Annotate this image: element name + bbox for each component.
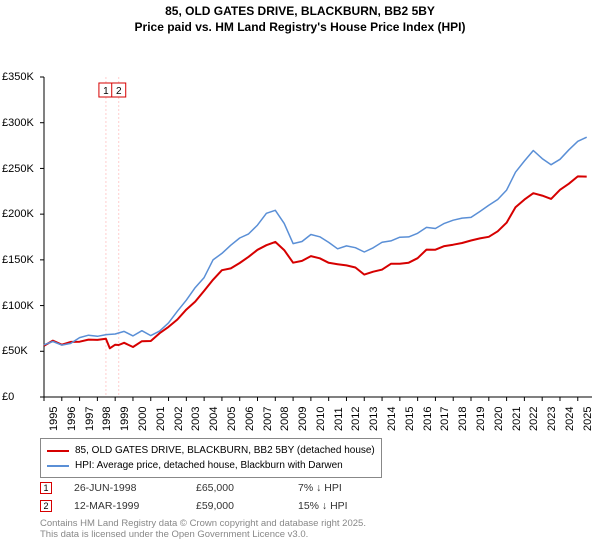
xtick-label: 2005 [226, 407, 238, 431]
chart-title: 85, OLD GATES DRIVE, BLACKBURN, BB2 5BY … [0, 0, 600, 35]
title-line-1: 85, OLD GATES DRIVE, BLACKBURN, BB2 5BY [0, 4, 600, 20]
xtick-label: 2009 [297, 407, 309, 431]
sale-delta: 15% ↓ HPI [298, 500, 378, 512]
xtick-label: 2022 [528, 407, 540, 431]
sale-date: 12-MAR-1999 [74, 500, 174, 512]
legend: 85, OLD GATES DRIVE, BLACKBURN, BB2 5BY … [40, 438, 382, 478]
xtick-label: 2012 [350, 407, 362, 431]
xtick-label: 2013 [368, 407, 380, 431]
xtick-label: 2014 [386, 407, 398, 431]
xtick-label: 2021 [511, 407, 523, 431]
chart-svg: 12 [0, 35, 600, 455]
ytick-label: £300K [2, 117, 34, 129]
svg-text:1: 1 [103, 86, 109, 97]
chart-area: 12 £0 £50K £100K £150K £200K £250K £300K £350K 1… [0, 35, 600, 435]
xtick-label: 2004 [208, 407, 220, 431]
sale-marker: 2 [40, 500, 52, 512]
xtick-label: 2019 [475, 407, 487, 431]
legend-row-hpi: HPI: Average price, detached house, Blac… [47, 458, 375, 473]
sale-row: 2 12-MAR-1999 £59,000 15% ↓ HPI [40, 500, 580, 512]
sale-marker: 1 [40, 482, 52, 494]
sale-row: 1 26-JUN-1998 £65,000 7% ↓ HPI [40, 482, 580, 494]
xtick-label: 2017 [439, 407, 451, 431]
xtick-label: 1997 [84, 407, 96, 431]
xtick-label: 1998 [101, 407, 113, 431]
ytick-label: £150K [2, 254, 34, 266]
title-line-2: Price paid vs. HM Land Registry's House … [0, 20, 600, 36]
legend-row-property: 85, OLD GATES DRIVE, BLACKBURN, BB2 5BY … [47, 443, 375, 458]
xtick-label: 2015 [404, 407, 416, 431]
xtick-label: 2007 [262, 407, 274, 431]
xtick-label: 1999 [119, 407, 131, 431]
ytick-label: £200K [2, 208, 34, 220]
ytick-label: £250K [2, 163, 34, 175]
xtick-label: 1995 [48, 407, 60, 431]
ytick-label: £0 [2, 391, 14, 403]
legend-swatch-hpi [47, 465, 69, 467]
footer: 1 26-JUN-1998 £65,000 7% ↓ HPI 2 12-MAR-1999 £… [40, 482, 580, 540]
xtick-label: 2010 [315, 407, 327, 431]
svg-text:2: 2 [116, 86, 122, 97]
license-text: Contains HM Land Registry data © Crown c… [40, 518, 580, 540]
xtick-label: 2020 [493, 407, 505, 431]
ytick-label: £100K [2, 300, 34, 312]
xtick-label: 2002 [173, 407, 185, 431]
xtick-label: 2000 [137, 407, 149, 431]
sale-delta: 7% ↓ HPI [298, 482, 378, 494]
legend-label-hpi: HPI: Average price, detached house, Blac… [75, 458, 343, 473]
xtick-label: 2011 [333, 408, 345, 432]
legend-label-property: 85, OLD GATES DRIVE, BLACKBURN, BB2 5BY … [75, 443, 375, 458]
xtick-label: 2024 [564, 407, 576, 431]
sale-price: £65,000 [196, 482, 276, 494]
xtick-label: 2001 [155, 407, 167, 431]
sales-table: 1 26-JUN-1998 £65,000 7% ↓ HPI 2 12-MAR-1999 £… [40, 482, 580, 512]
xtick-label: 2018 [457, 407, 469, 431]
sale-price: £59,000 [196, 500, 276, 512]
xtick-label: 2016 [422, 407, 434, 431]
xtick-label: 2025 [582, 407, 594, 431]
xtick-label: 2023 [546, 407, 558, 431]
xtick-label: 2006 [244, 407, 256, 431]
xtick-label: 2008 [279, 407, 291, 431]
legend-swatch-property [47, 450, 69, 452]
xtick-label: 1996 [66, 407, 78, 431]
ytick-label: £350K [2, 71, 34, 83]
ytick-label: £50K [2, 345, 28, 357]
sale-date: 26-JUN-1998 [74, 482, 174, 494]
xtick-label: 2003 [190, 407, 202, 431]
